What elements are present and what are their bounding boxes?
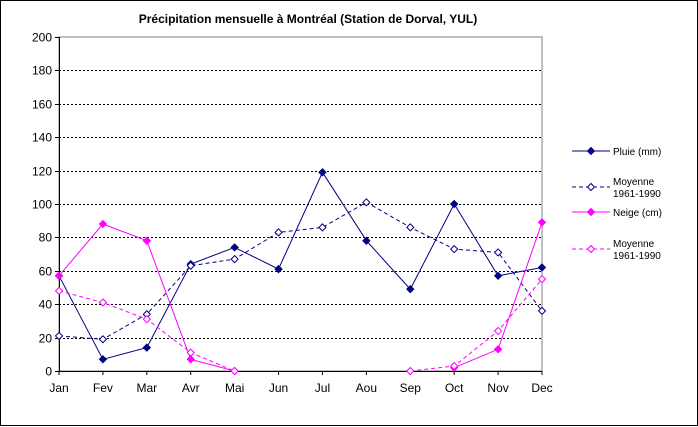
legend-entry: Neige (cm) — [572, 207, 662, 219]
data-point — [362, 236, 371, 245]
data-point — [406, 366, 415, 376]
x-tick-label: Avr — [182, 381, 200, 395]
data-point — [318, 223, 327, 232]
data-point — [493, 345, 503, 354]
data-point — [406, 223, 415, 232]
x-tick-label: Fev — [93, 381, 113, 395]
series-line — [58, 201, 543, 340]
y-tick-label: 40 — [39, 298, 53, 312]
x-tick-label: Jul — [315, 381, 330, 395]
axes: 0 20 40 60 80 100 120 140 160 180 200 Jan Fev Mar Avr M… — [32, 31, 553, 396]
data-point — [98, 355, 108, 364]
legend-entry: Moyenne 1961-1990 — [572, 177, 661, 200]
legend-marker — [586, 244, 596, 254]
data-point — [54, 271, 64, 281]
x-tick-label: Sep — [400, 381, 422, 395]
series-group — [54, 168, 547, 376]
series-1 — [54, 168, 547, 364]
y-tick-label: 180 — [32, 64, 52, 78]
legend-marker — [586, 146, 596, 156]
data-point — [274, 264, 283, 274]
data-point — [493, 248, 503, 257]
legend-label: Neige (cm) — [613, 208, 662, 219]
series-4 — [54, 274, 547, 376]
x-tick-label: Mai — [225, 381, 244, 395]
y-tick-label: 160 — [32, 98, 52, 112]
legend-entry: Pluie (mm) — [572, 146, 661, 158]
data-point — [318, 168, 327, 177]
legend-marker — [586, 207, 596, 217]
data-point — [493, 271, 503, 281]
data-point — [493, 326, 503, 336]
legend-label: Moyenne 1961-1990 — [613, 239, 661, 262]
x-tick-label: Mar — [136, 381, 157, 395]
series-line — [410, 278, 543, 372]
data-point — [449, 199, 459, 209]
y-tick-label: 100 — [32, 198, 52, 212]
y-tick-label: 200 — [32, 31, 52, 45]
data-point — [537, 263, 547, 272]
data-point — [537, 218, 547, 227]
legend-entry: Moyenne 1961-1990 — [572, 239, 661, 262]
data-point — [230, 243, 239, 252]
data-point — [142, 343, 152, 352]
chart-title: Précipitation mensuelle à Montréal (Stat… — [139, 12, 478, 26]
series-3 — [54, 218, 547, 376]
y-tick-label: 120 — [32, 165, 52, 179]
x-tick-label: Jun — [269, 381, 288, 395]
data-point — [142, 315, 152, 324]
data-point — [230, 254, 239, 264]
legend-label: Moyenne 1961-1990 — [613, 177, 661, 200]
y-tick-label: 0 — [45, 365, 52, 379]
x-tick-label: Nov — [487, 381, 508, 395]
data-point — [274, 228, 283, 237]
data-point — [186, 355, 195, 364]
gridlines — [59, 70, 542, 339]
y-tick-label: 20 — [39, 332, 53, 346]
data-point — [406, 284, 415, 294]
series-line — [58, 171, 543, 360]
data-point — [362, 198, 371, 207]
series-2 — [54, 198, 547, 344]
data-point — [186, 261, 195, 270]
data-point — [537, 306, 547, 316]
legend-label: Pluie (mm) — [613, 147, 661, 158]
data-point — [142, 236, 152, 245]
x-tick-label: Oct — [445, 381, 464, 395]
x-tick-label: Dec — [531, 381, 552, 395]
legend-marker — [586, 182, 596, 192]
data-point — [54, 331, 64, 341]
y-tick-label: 140 — [32, 131, 52, 145]
data-point — [537, 274, 547, 284]
x-tick-label: Aou — [356, 381, 377, 395]
data-point — [98, 335, 108, 344]
y-tick-label: 80 — [39, 231, 53, 245]
legend: Pluie (mm) Moyenne 1961-1990 Neige (cm) Moye… — [572, 146, 662, 262]
x-tick-label: Jan — [49, 381, 68, 395]
data-point — [186, 348, 195, 357]
data-point — [449, 361, 459, 371]
series-line — [58, 290, 235, 372]
data-point — [230, 366, 239, 376]
y-tick-label: 60 — [39, 265, 53, 279]
data-point — [54, 286, 64, 296]
data-point — [449, 244, 459, 254]
data-point — [98, 298, 108, 307]
data-point — [98, 219, 108, 229]
